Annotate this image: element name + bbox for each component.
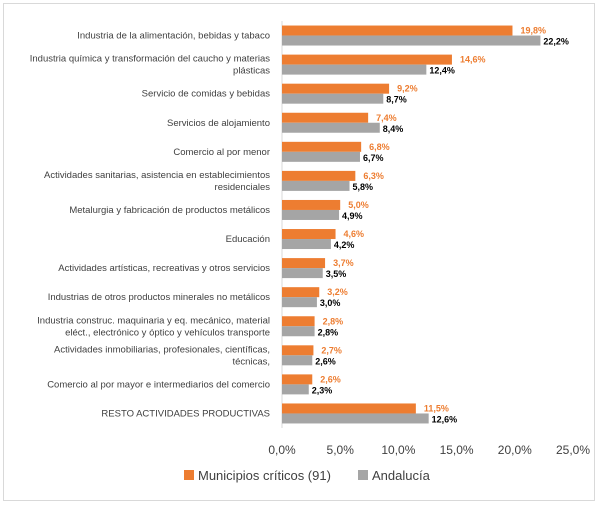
bar-municipios-criticos: [282, 26, 512, 36]
x-tick-label: 15,0%: [440, 443, 474, 457]
x-tick-label: 5,0%: [327, 443, 355, 457]
data-label-municipios-criticos: 11,5%: [424, 403, 449, 413]
bar-municipios-criticos: [282, 345, 313, 355]
category-label: eléct., electrónico y óptico y vehículos…: [65, 327, 270, 338]
category-label: Comercio al por menor: [173, 147, 270, 158]
bar-municipios-criticos: [282, 84, 389, 94]
bar-andalucia: [282, 123, 380, 133]
x-tick-label: 20,0%: [498, 443, 532, 457]
bar-andalucia: [282, 239, 331, 249]
bar-andalucia: [282, 94, 383, 104]
bar-municipios-criticos: [282, 142, 361, 152]
data-label-andalucia: 22,2%: [543, 37, 569, 47]
category-label: RESTO ACTIVIDADES PRODUCTIVAS: [101, 408, 270, 419]
bar-andalucia: [282, 413, 429, 423]
data-label-andalucia: 4,2%: [334, 240, 355, 250]
bar-andalucia: [282, 181, 350, 191]
category-label: Servicio de comidas y bebidas: [142, 89, 271, 100]
data-label-municipios-criticos: 4,6%: [344, 229, 365, 239]
x-tick-label: 25,0%: [556, 443, 590, 457]
x-tick-label: 10,0%: [381, 443, 415, 457]
bar-municipios-criticos: [282, 229, 336, 239]
data-label-municipios-criticos: 14,6%: [460, 55, 486, 65]
category-label: Educación: [226, 234, 270, 245]
category-label: residenciales: [215, 182, 271, 193]
category-label: plásticas: [233, 66, 270, 77]
category-label: Industria construc. maquinaria y eq. mec…: [37, 315, 270, 326]
data-label-municipios-criticos: 2,6%: [320, 374, 341, 384]
data-label-andalucia: 12,6%: [432, 414, 458, 424]
bar-municipios-criticos: [282, 55, 452, 65]
data-label-municipios-criticos: 9,2%: [397, 84, 418, 94]
data-label-andalucia: 5,8%: [353, 182, 374, 192]
data-label-andalucia: 2,6%: [315, 356, 336, 366]
bar-andalucia: [282, 36, 540, 46]
bar-andalucia: [282, 326, 315, 336]
x-tick-label: 0,0%: [268, 443, 296, 457]
data-label-municipios-criticos: 6,3%: [363, 171, 384, 181]
category-label: Industria química y transformación del c…: [30, 54, 270, 65]
bar-andalucia: [282, 355, 312, 365]
data-label-andalucia: 4,9%: [342, 211, 363, 221]
data-label-municipios-criticos: 2,7%: [321, 345, 342, 355]
bar-municipios-criticos: [282, 113, 368, 123]
data-label-municipios-criticos: 5,0%: [348, 200, 369, 210]
data-label-andalucia: 6,7%: [363, 153, 384, 163]
bar-municipios-criticos: [282, 374, 312, 384]
category-label: Comercio al por mayor e intermediarios d…: [47, 379, 270, 390]
bar-andalucia: [282, 152, 360, 162]
data-label-andalucia: 3,0%: [320, 298, 341, 308]
bar-municipios-criticos: [282, 287, 319, 297]
legend-swatch-andalucia: [358, 470, 368, 480]
data-label-andalucia: 3,5%: [326, 269, 347, 279]
data-label-andalucia: 2,8%: [318, 327, 339, 337]
bar-andalucia: [282, 268, 323, 278]
bar-andalucia: [282, 297, 317, 307]
category-label: Actividades sanitarias, asistencia en es…: [44, 170, 270, 181]
bar-municipios-criticos: [282, 316, 315, 326]
category-label: Industrias de otros productos minerales …: [48, 292, 271, 303]
category-label: Actividades artísticas, recreativas y ot…: [58, 263, 270, 274]
category-label: Servicios de alojamiento: [167, 118, 270, 129]
bar-municipios-criticos: [282, 171, 355, 181]
legend-label-municipios-criticos: Municipios críticos (91): [198, 468, 331, 483]
bar-municipios-criticos: [282, 200, 340, 210]
category-label: Industria de la alimentación, bebidas y …: [77, 31, 270, 42]
bar-andalucia: [282, 210, 339, 220]
data-label-andalucia: 8,7%: [386, 95, 407, 105]
category-label: Actividades inmobiliarias, profesionales…: [54, 344, 270, 355]
legend-swatch-municipios-criticos: [184, 470, 194, 480]
data-label-andalucia: 2,3%: [312, 385, 333, 395]
data-label-municipios-criticos: 2,8%: [323, 316, 344, 326]
bar-andalucia: [282, 384, 309, 394]
category-label: técnicas,: [233, 356, 271, 367]
bar-andalucia: [282, 65, 426, 75]
category-label: Metalurgia y fabricación de productos me…: [69, 205, 270, 216]
legend-label-andalucia: Andalucía: [372, 468, 431, 483]
data-label-municipios-criticos: 7,4%: [376, 113, 397, 123]
bar-municipios-criticos: [282, 258, 325, 268]
data-label-municipios-criticos: 19,8%: [520, 26, 546, 36]
bar-chart: 0,0% 5,0% 10,0% 15,0% 20,0% 25,0% Industria de…: [0, 0, 600, 506]
data-label-municipios-criticos: 6,8%: [369, 142, 390, 152]
data-label-andalucia: 8,4%: [383, 124, 404, 134]
data-label-andalucia: 12,4%: [429, 66, 455, 76]
data-label-municipios-criticos: 3,7%: [333, 258, 354, 268]
data-label-municipios-criticos: 3,2%: [327, 287, 348, 297]
bar-municipios-criticos: [282, 403, 416, 413]
